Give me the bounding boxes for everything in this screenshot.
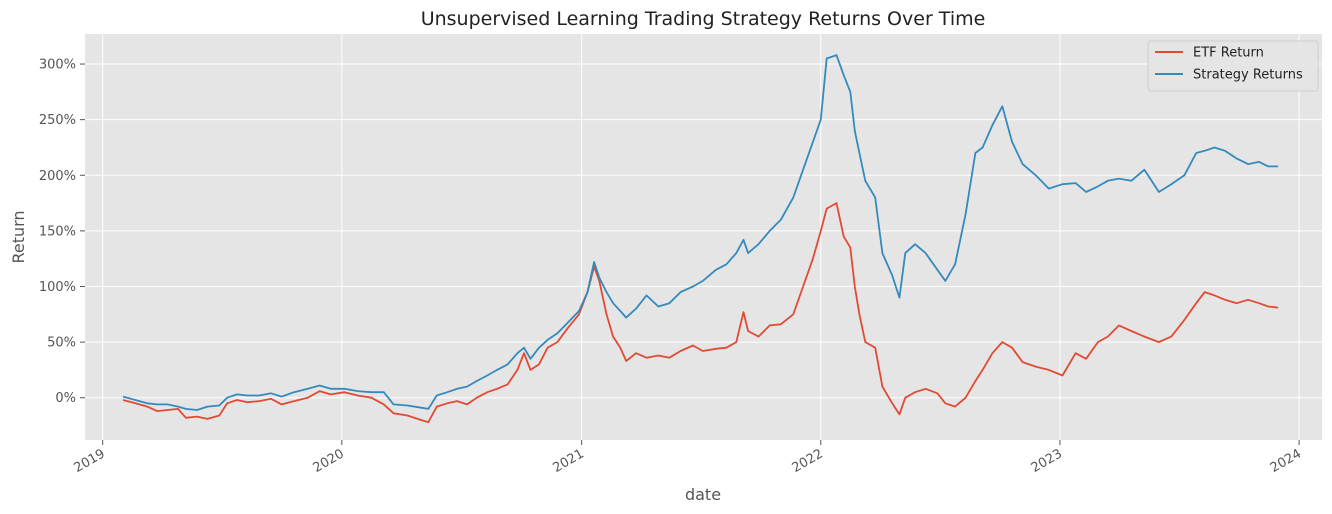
y-tick-label: 0% — [55, 391, 76, 406]
x-tick-label: 2019 — [72, 446, 108, 476]
x-tick-label: 2024 — [1268, 446, 1304, 476]
y-tick-label: 150% — [39, 224, 76, 239]
y-axis-ticks: 0% 50% 100% 150% 200% 250% 300% — [39, 58, 85, 406]
chart-title: Unsupervised Learning Trading Strategy R… — [421, 8, 986, 30]
legend: ETF Return Strategy Returns — [1147, 40, 1319, 92]
series-lines — [122, 54, 1279, 424]
y-tick-label: 100% — [39, 280, 76, 295]
series-line-etf-return — [122, 202, 1279, 424]
x-tick-label: 2021 — [550, 446, 586, 476]
series-line-strategy-returns — [122, 54, 1279, 411]
x-tick-label: 2022 — [790, 446, 826, 476]
x-axis-ticks: 2019 2020 2021 2022 2023 2024 — [72, 440, 1304, 476]
legend-label-strategy: Strategy Returns — [1193, 68, 1303, 83]
plot-background — [85, 34, 1322, 440]
legend-box — [1147, 40, 1319, 92]
y-axis-label: Return — [9, 210, 28, 263]
y-tick-label: 200% — [39, 169, 76, 184]
grid-lines — [85, 34, 1322, 440]
x-tick-label: 2023 — [1029, 446, 1065, 476]
x-axis-label: date — [685, 485, 721, 504]
y-tick-label: 300% — [39, 58, 76, 73]
y-tick-label: 50% — [47, 336, 76, 351]
x-tick-label: 2020 — [311, 446, 347, 476]
y-tick-label: 250% — [39, 113, 76, 128]
legend-label-etf: ETF Return — [1193, 46, 1264, 61]
